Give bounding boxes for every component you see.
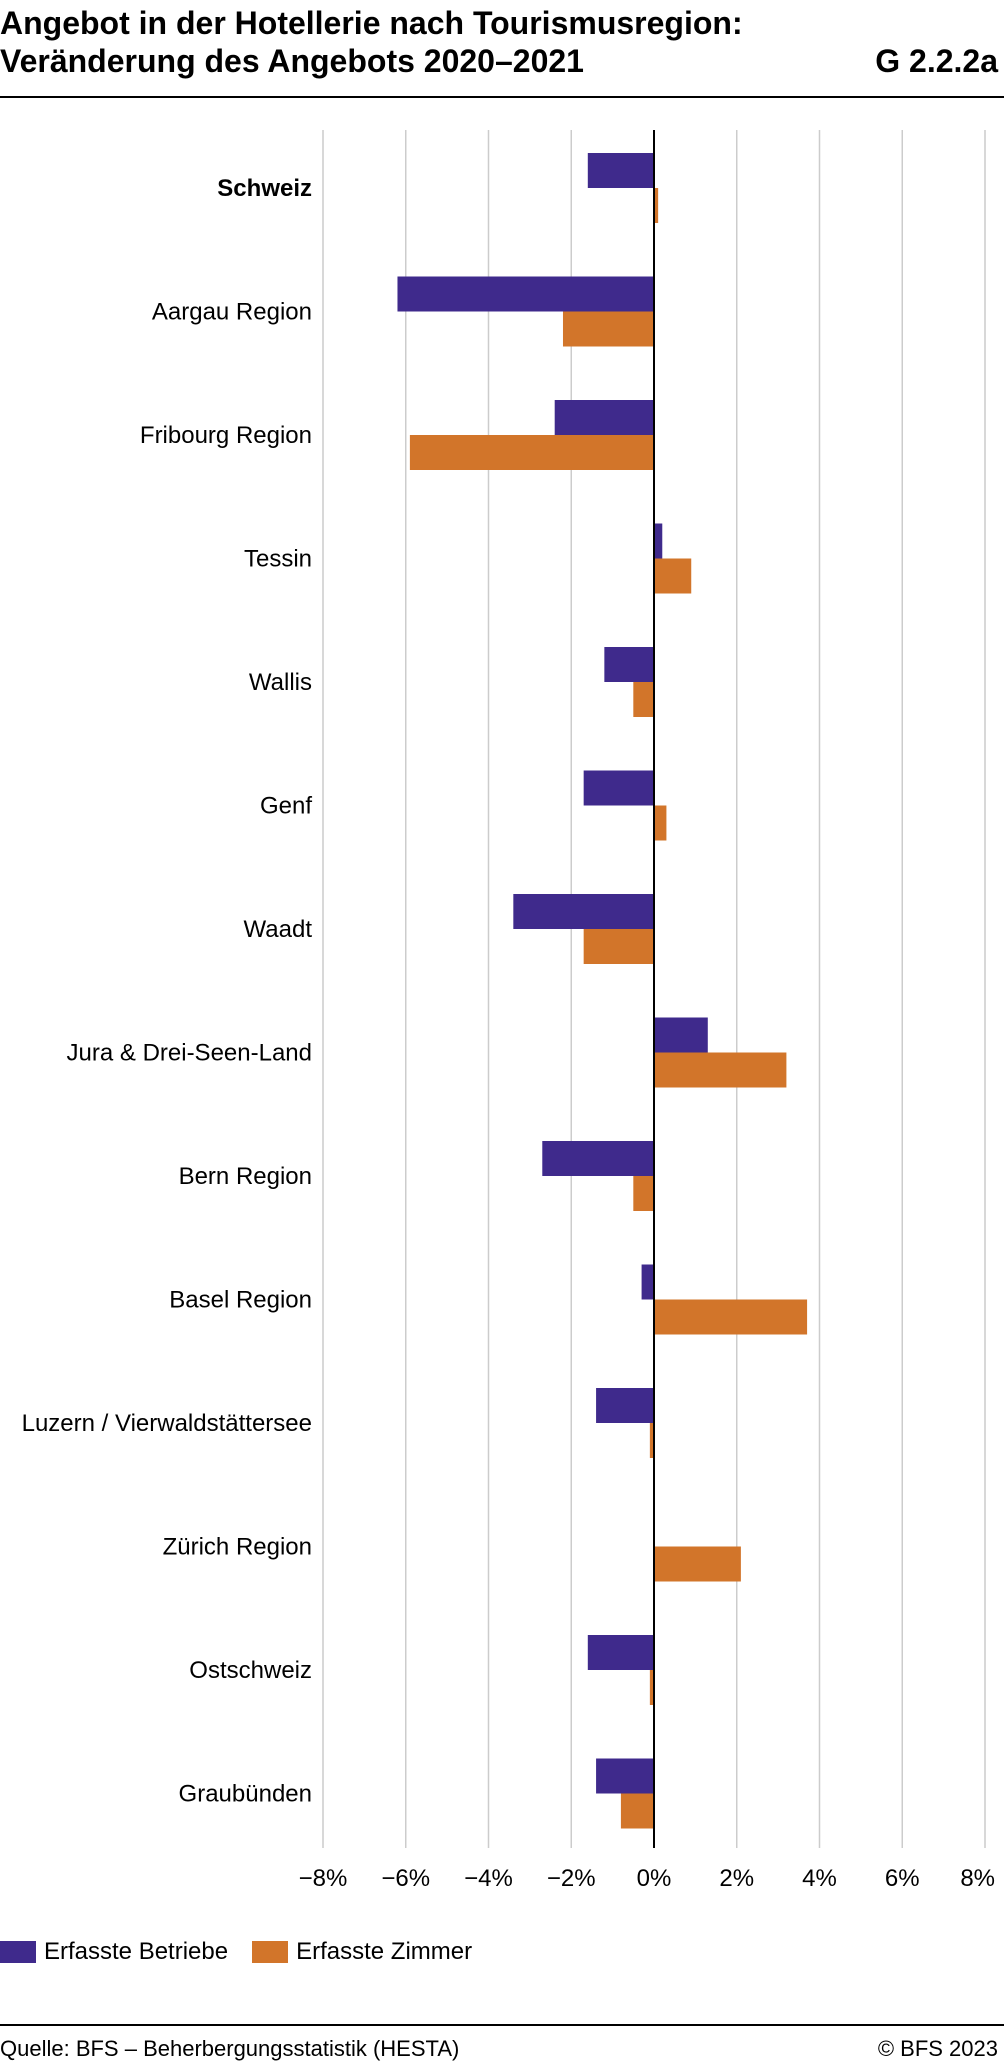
bar-betriebe: [583, 770, 654, 806]
legend-item-betriebe: Erfasste Betriebe: [0, 1938, 228, 1966]
bar-zimmer: [583, 929, 654, 964]
bar-zimmer: [562, 311, 654, 347]
category-label: Genf: [260, 793, 312, 820]
category-label: Graubünden: [179, 1781, 312, 1808]
category-label: Zürich Region: [163, 1534, 312, 1561]
bar-betriebe: [654, 1017, 708, 1053]
category-label: Wallis: [249, 669, 312, 696]
x-tick-label: 0%: [637, 1865, 672, 1892]
bar-betriebe: [587, 1635, 654, 1670]
bar-zimmer: [654, 558, 692, 594]
bar-zimmer: [654, 1299, 808, 1335]
bar-chart: −8% −6% −4% −2% 0% 2% 4% 6% 8% Schweiz Aargau Regi…: [22, 130, 995, 1892]
header-rule: [0, 96, 1004, 98]
bar-zimmer: [654, 1546, 741, 1582]
category-label: Ostschweiz: [189, 1657, 312, 1684]
x-tick-label: −6%: [381, 1865, 430, 1892]
bar-zimmer: [633, 682, 654, 717]
chart-title-line-1: Angebot in der Hotellerie nach Tourismus…: [0, 5, 743, 41]
bar-zimmer: [654, 1052, 787, 1088]
category-label: Bern Region: [179, 1163, 312, 1190]
bar-betriebe: [542, 1141, 654, 1176]
bar-zimmer: [654, 805, 667, 841]
legend-swatch-zimmer: [252, 1941, 289, 1963]
chart-code: G 2.2.2a: [875, 43, 998, 79]
bar-zimmer: [649, 1423, 654, 1458]
category-label: Waadt: [244, 916, 313, 943]
bar-betriebe: [596, 1388, 654, 1423]
x-tick-label: 2%: [719, 1865, 754, 1892]
x-tick-label: −4%: [464, 1865, 513, 1892]
legend-label-betriebe: Erfasste Betriebe: [44, 1938, 229, 1965]
x-tick-label: 6%: [885, 1865, 920, 1892]
bar-betriebe: [587, 153, 654, 188]
chart-title-line-2: Veränderung des Angebots 2020–2021: [0, 43, 584, 79]
bar-betriebe: [641, 1264, 654, 1300]
bar-zimmer: [654, 188, 659, 223]
category-label: Tessin: [244, 546, 312, 573]
copyright-note: © BFS 2023: [877, 2036, 998, 2061]
x-tick-label: −2%: [547, 1865, 596, 1892]
bar-betriebe: [513, 894, 654, 929]
x-tick-label: −8%: [299, 1865, 348, 1892]
source-note: Quelle: BFS – Beherbergungsstatistik (HE…: [0, 2036, 460, 2061]
category-label: Schweiz: [217, 175, 312, 202]
chart-title: Angebot in der Hotellerie nach Tourismus…: [0, 4, 743, 80]
category-label: Luzern / Vierwaldstättersee: [22, 1410, 312, 1437]
bar-zimmer: [633, 1176, 654, 1211]
category-label: Fribourg Region: [140, 422, 312, 449]
legend-item-zimmer: Erfasste Zimmer: [252, 1938, 472, 1966]
legend-label-zimmer: Erfasste Zimmer: [296, 1938, 473, 1965]
bar-betriebe: [596, 1758, 654, 1794]
x-tick-label: 4%: [802, 1865, 837, 1892]
legend: Erfasste Betriebe Erfasste Zimmer: [0, 1938, 496, 1966]
category-label: Aargau Region: [152, 299, 312, 326]
x-tick-label: 8%: [960, 1865, 995, 1892]
bar-zimmer: [409, 435, 654, 470]
bar-betriebe: [554, 400, 654, 435]
category-label: Jura & Drei-Seen-Land: [67, 1040, 312, 1067]
bar-betriebe: [604, 647, 654, 682]
bar-betriebe: [397, 276, 654, 312]
bar-zimmer: [620, 1793, 654, 1829]
category-label: Basel Region: [169, 1287, 312, 1314]
bar-betriebe: [654, 523, 663, 559]
footer-rule: [0, 2024, 1004, 2026]
bar-zimmer: [649, 1670, 654, 1705]
legend-swatch-betriebe: [0, 1941, 36, 1963]
